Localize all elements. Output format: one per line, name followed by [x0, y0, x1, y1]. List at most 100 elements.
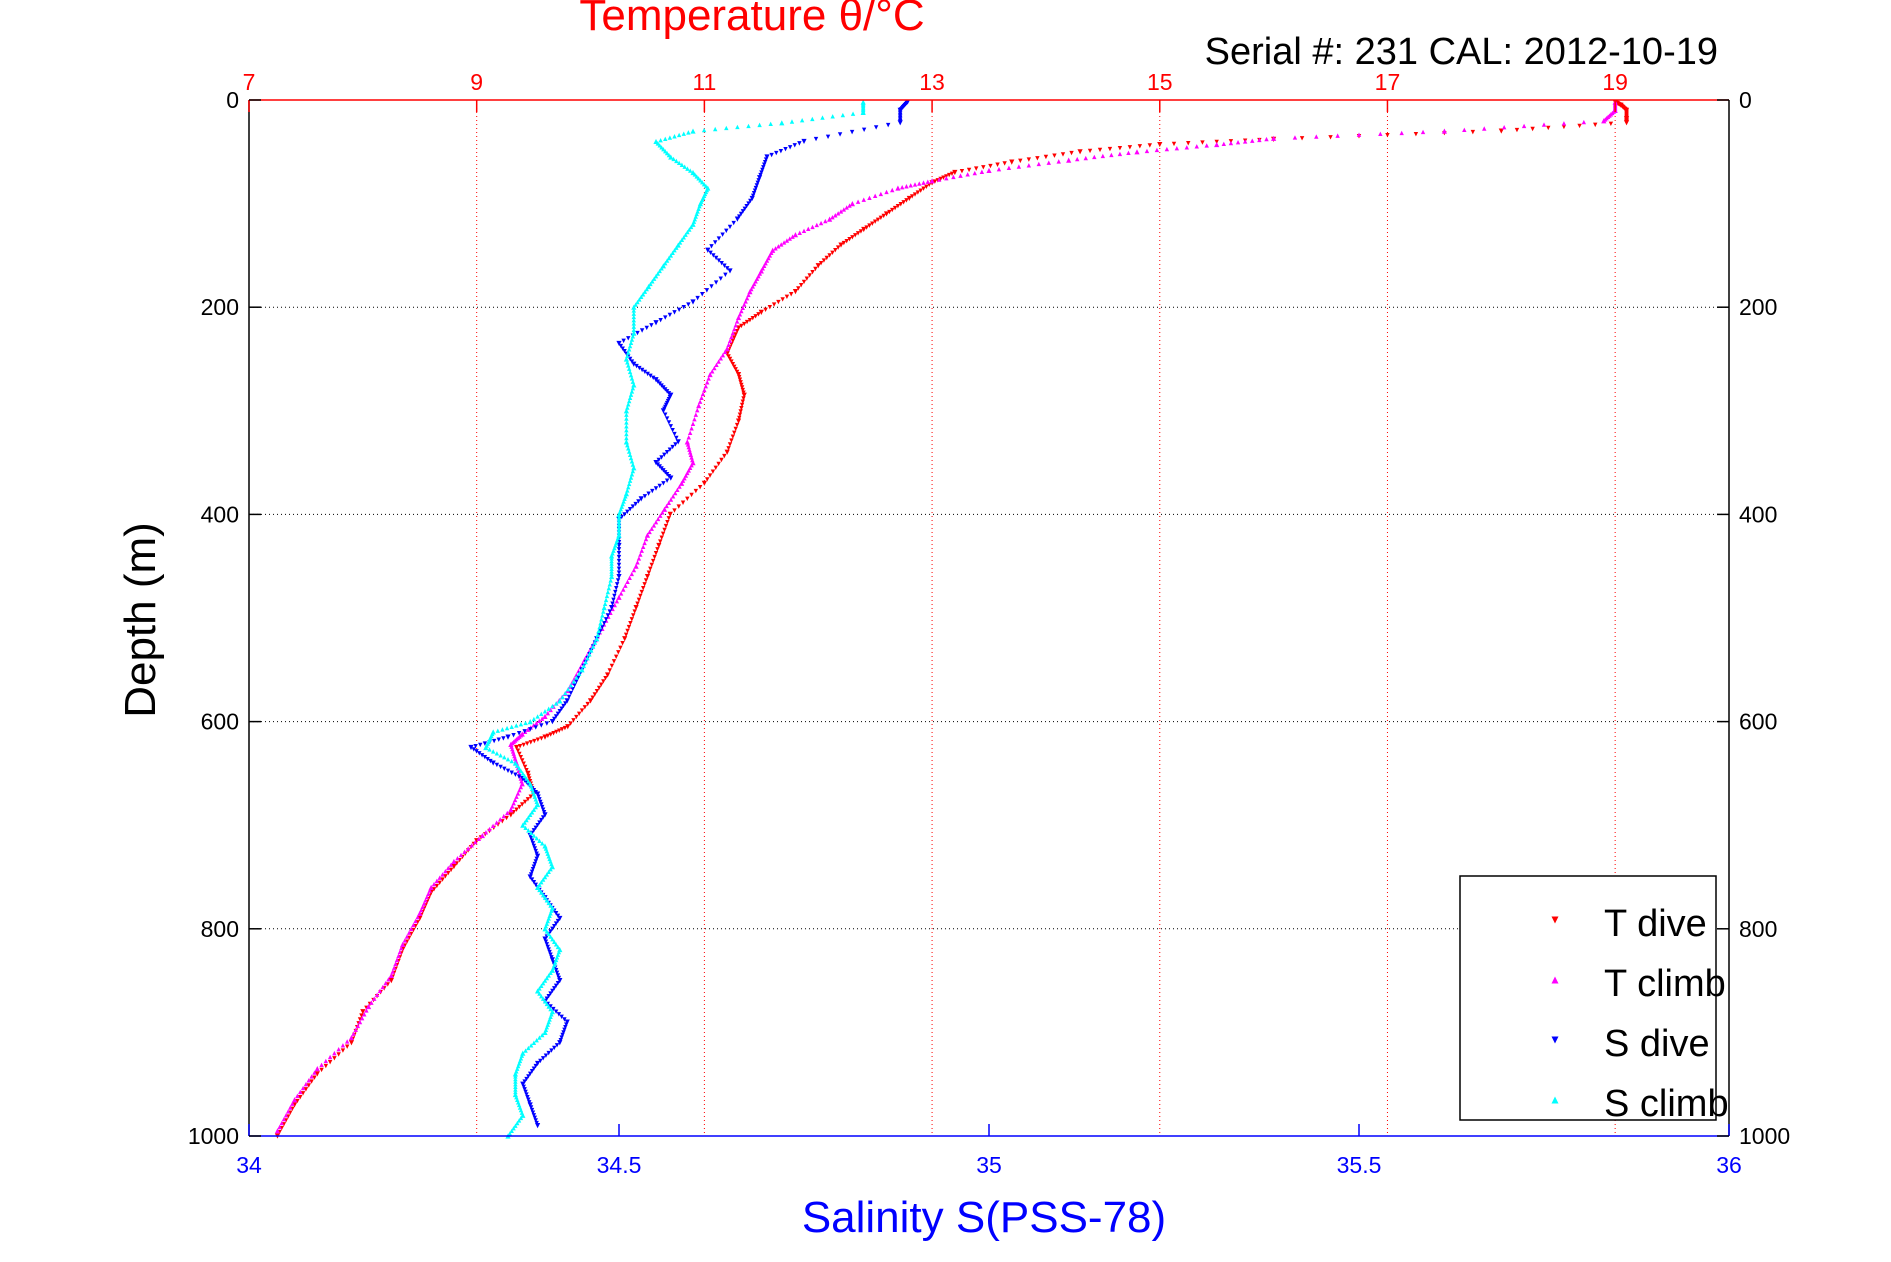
data-point — [281, 1116, 287, 1122]
data-point — [744, 295, 750, 301]
data-point — [690, 128, 696, 134]
data-point — [739, 323, 744, 329]
data-point — [722, 453, 727, 459]
data-point — [522, 1087, 527, 1092]
data-point — [850, 235, 855, 240]
data-point — [673, 490, 678, 496]
data-point — [533, 1063, 538, 1069]
data-point — [626, 347, 632, 352]
data-point — [661, 147, 666, 152]
data-point — [738, 380, 743, 385]
data-point — [648, 281, 653, 287]
data-point — [592, 640, 598, 645]
data-point — [740, 387, 746, 393]
data-point — [666, 255, 672, 261]
data-point — [540, 1032, 545, 1038]
data-point — [631, 317, 636, 323]
data-point — [754, 183, 760, 188]
data-point — [548, 934, 553, 939]
data-point — [485, 756, 490, 762]
data-point — [807, 273, 812, 278]
data-point — [664, 450, 670, 455]
data-point — [677, 240, 683, 245]
data-point — [1242, 139, 1248, 144]
data-point — [587, 698, 594, 704]
data-point — [603, 676, 608, 681]
data-point — [566, 694, 572, 700]
right-tick-label: 800 — [1739, 916, 1777, 942]
top-tick-label: 17 — [1375, 69, 1401, 95]
chart-title: Temperature θ/°C — [579, 0, 924, 40]
data-point — [609, 561, 614, 566]
data-point — [701, 127, 707, 133]
data-point — [434, 878, 440, 884]
data-point — [659, 145, 664, 150]
data-point — [622, 512, 627, 517]
data-point — [988, 163, 993, 169]
data-point — [1184, 145, 1190, 150]
data-point — [446, 870, 451, 876]
data-point — [524, 776, 529, 781]
data-point — [658, 317, 663, 323]
data-point — [546, 947, 551, 952]
top-tick-label: 11 — [692, 69, 716, 95]
data-point — [314, 1071, 320, 1077]
data-point — [549, 864, 555, 870]
data-point — [731, 220, 736, 226]
data-point — [833, 248, 838, 253]
data-point — [672, 134, 677, 139]
data-point — [664, 258, 670, 263]
data-point — [895, 203, 901, 209]
data-point — [553, 911, 559, 916]
data-point — [357, 1019, 363, 1025]
data-point — [524, 1076, 529, 1082]
data-point — [602, 601, 608, 606]
legend-marker — [1551, 916, 1559, 924]
data-point — [658, 539, 663, 544]
data-point — [631, 304, 637, 310]
data-point — [1462, 127, 1467, 132]
data-point — [735, 124, 740, 130]
data-point — [688, 224, 694, 230]
data-point — [746, 292, 751, 298]
data-point — [508, 741, 514, 747]
data-point — [637, 365, 642, 371]
data-point — [557, 709, 562, 714]
data-point — [614, 582, 620, 587]
data-point — [521, 742, 526, 748]
data-point — [295, 1093, 300, 1099]
data-point — [644, 532, 651, 538]
data-point — [908, 183, 913, 188]
data-point — [660, 531, 666, 537]
data-point — [973, 166, 979, 171]
data-point — [440, 877, 445, 882]
data-point — [539, 716, 545, 721]
data-point — [727, 268, 733, 274]
data-point — [594, 636, 600, 642]
data-point — [705, 380, 710, 385]
data-point — [298, 1089, 303, 1095]
data-point — [630, 385, 636, 391]
data-point — [526, 1074, 531, 1079]
data-point — [664, 503, 669, 509]
data-point — [563, 1025, 568, 1030]
data-point — [639, 589, 644, 595]
data-point — [653, 551, 659, 556]
data-point — [1018, 158, 1023, 164]
data-point — [609, 566, 614, 571]
data-point — [639, 548, 644, 553]
data-point — [693, 412, 699, 417]
data-point — [509, 770, 514, 775]
data-point — [533, 882, 538, 887]
data-point — [944, 176, 949, 181]
data-point — [627, 369, 633, 375]
data-point — [746, 123, 751, 129]
data-point — [609, 605, 615, 611]
axes: 7 9 11 13 15 17 19 34 34.5 35 35.5 36 0 0 200 200 400 400… — [188, 69, 1790, 1178]
data-point — [415, 914, 420, 920]
data-point — [938, 176, 943, 182]
data-point — [525, 741, 530, 746]
data-point — [756, 178, 761, 183]
data-point — [542, 734, 548, 740]
data-point — [511, 1126, 516, 1131]
